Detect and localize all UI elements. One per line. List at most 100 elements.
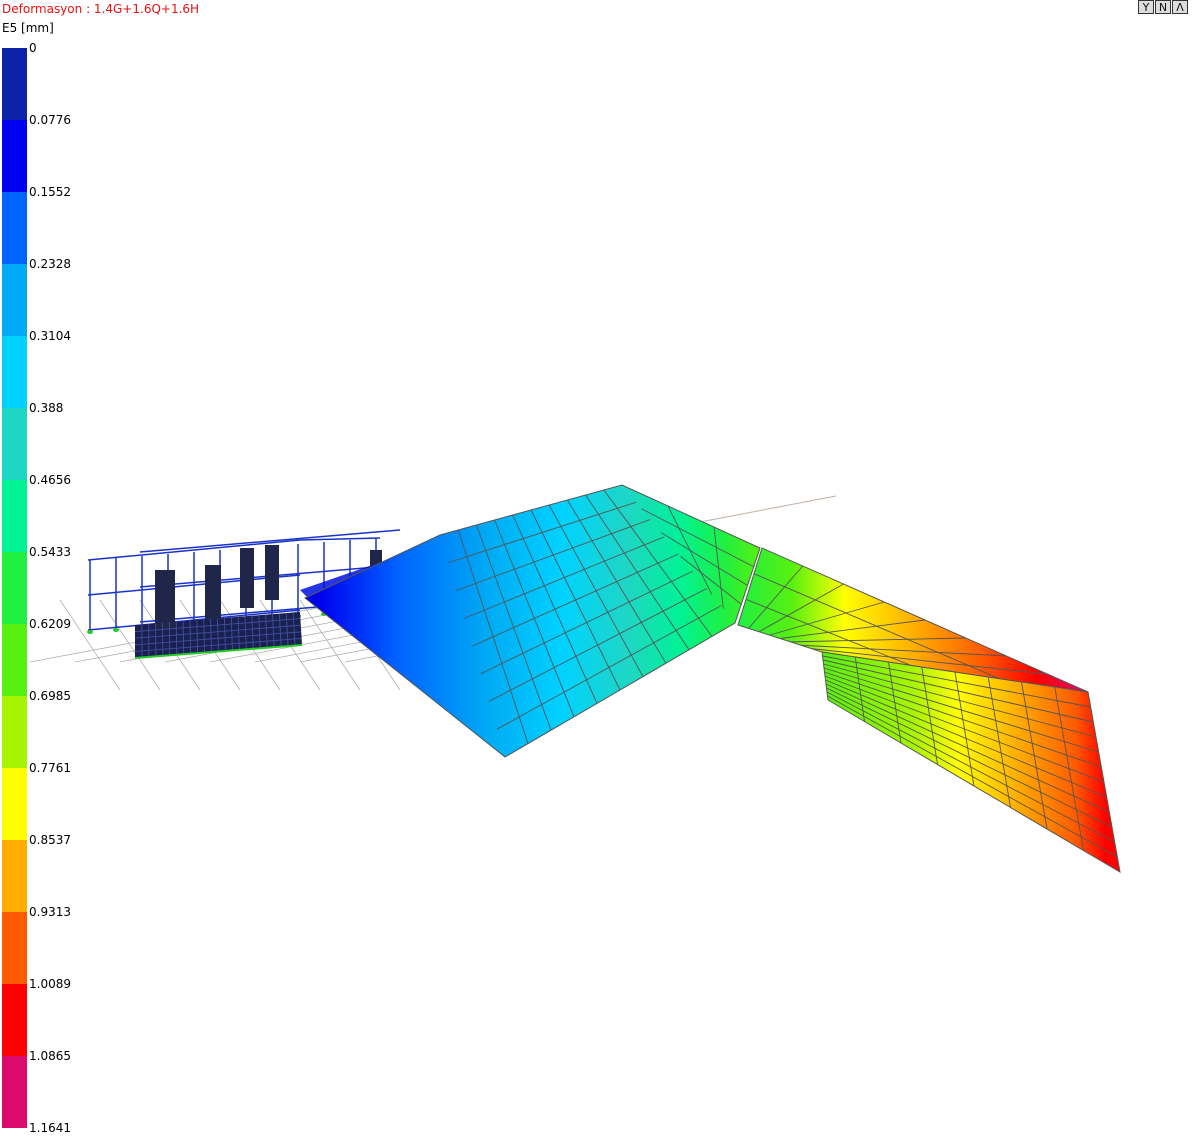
mesh-line (827, 695, 1118, 858)
frame-beam (299, 537, 381, 541)
legend-band (2, 1056, 27, 1128)
mesh-line (175, 621, 178, 655)
mesh-line (464, 536, 665, 619)
mesh-line (196, 620, 199, 654)
legend-band (2, 912, 27, 984)
mesh-line (800, 644, 1007, 657)
legend-band (2, 336, 27, 408)
legend-value: 0.6209 (29, 617, 71, 631)
mesh-line (826, 687, 1113, 828)
legend-value: 0.1552 (29, 185, 71, 199)
fe-mesh (447, 489, 1118, 858)
mesh-line (244, 616, 247, 650)
legend-value: 0.6985 (29, 689, 71, 703)
mesh-line (641, 508, 754, 568)
mesh-line (811, 648, 1048, 675)
legend-value: 0.7761 (29, 761, 71, 775)
mesh-line (189, 620, 192, 654)
mesh-line (790, 637, 966, 643)
solid-wall (205, 565, 221, 620)
load-combination-title: Deformasyon : 1.4G+1.6Q+1.6H (2, 2, 200, 16)
mesh-line (134, 631, 302, 646)
legend-band (2, 264, 27, 336)
solid-wall (265, 545, 279, 600)
legend-band (2, 120, 27, 192)
mesh-line (758, 583, 844, 633)
legend-band (2, 624, 27, 696)
support-icon (113, 628, 119, 632)
mesh-line (826, 691, 1115, 843)
n-button[interactable]: N (1155, 0, 1171, 14)
mesh-line (779, 619, 926, 639)
mesh-line (660, 532, 748, 586)
mesh-line (748, 565, 804, 629)
mesh-line (265, 614, 268, 648)
mesh-line (134, 624, 301, 639)
mesh-line (217, 618, 219, 652)
legend-value: 0.5433 (29, 545, 71, 559)
legend-band (2, 552, 27, 624)
legend-value: 1.1641 (29, 1121, 71, 1135)
legend-value: 0.3104 (29, 329, 71, 343)
legend-value: 0.9313 (29, 905, 71, 919)
legend-value: 0.8537 (29, 833, 71, 847)
mesh-line (824, 671, 1102, 768)
axis-line (699, 495, 837, 523)
mesh-line (824, 675, 1105, 783)
ground-line (59, 599, 121, 691)
legend-band (2, 840, 27, 912)
lambda-button[interactable]: Λ (1172, 0, 1188, 14)
mesh-line (825, 683, 1110, 813)
mesh-line (447, 501, 637, 564)
legend-band (2, 408, 27, 480)
mesh-line (769, 601, 885, 636)
mesh-line (456, 519, 651, 591)
legend-value: 0.2328 (29, 257, 71, 271)
frame-beam (139, 529, 401, 553)
mesh-line (272, 614, 275, 648)
mesh-line (230, 617, 233, 651)
ground-line (99, 599, 161, 691)
mesh-line (825, 679, 1107, 798)
mesh-line (680, 555, 742, 605)
ground-line (299, 599, 361, 691)
legend-band (2, 984, 27, 1056)
legend-band (2, 48, 27, 120)
legend-band (2, 480, 27, 552)
legend-band (2, 192, 27, 264)
mesh-line (480, 570, 693, 675)
solid-wall (155, 570, 175, 628)
mesh-line (292, 612, 296, 646)
legend-unit-label: E5 [mm] (2, 21, 54, 35)
mesh-line (753, 573, 1000, 680)
mesh-line (822, 659, 1094, 723)
legend-value: 1.0865 (29, 1049, 71, 1063)
mesh-line (823, 663, 1097, 738)
legend-value: 0 (29, 41, 37, 55)
mesh-line (823, 667, 1099, 753)
plate-1[interactable] (304, 484, 761, 758)
support-icon (87, 630, 93, 634)
mesh-line (223, 617, 226, 651)
mesh-line (203, 619, 206, 653)
plate-3[interactable] (821, 651, 1121, 873)
legend-value: 0.4656 (29, 473, 71, 487)
mesh-line (251, 615, 254, 649)
legend-band (2, 768, 27, 840)
mesh-line (237, 616, 240, 650)
mesh-line (278, 613, 282, 647)
mesh-line (258, 615, 261, 649)
filter-y-button[interactable]: Y (1138, 0, 1154, 14)
legend-value: 0.0776 (29, 113, 71, 127)
mesh-line (488, 588, 707, 702)
mesh-line (496, 605, 722, 730)
view-toolbar: Y N Λ (1138, 0, 1188, 14)
mesh-line (822, 655, 1091, 708)
support-line (134, 644, 303, 659)
mesh-line (472, 553, 679, 647)
mesh-line (134, 637, 302, 652)
frame-beam (87, 539, 301, 561)
mesh-line (134, 618, 301, 633)
mesh-line (182, 621, 185, 655)
